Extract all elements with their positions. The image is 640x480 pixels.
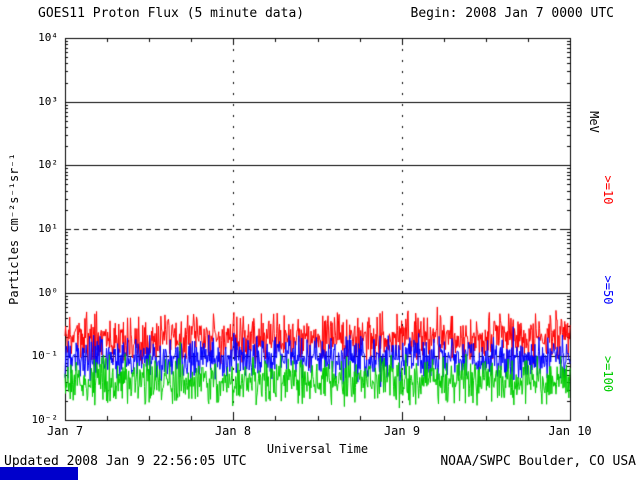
x-tick-label: Jan 9 <box>383 424 421 438</box>
y-tick-label: 10⁰ <box>38 286 58 299</box>
series-label-ge100: >=100 <box>601 355 615 393</box>
begin-time-label: Begin: 2008 Jan 7 0000 UTC <box>410 6 615 21</box>
corner-blue-bar <box>0 467 78 480</box>
updated-timestamp: Updated 2008 Jan 9 22:56:05 UTC <box>4 454 247 469</box>
series-label-ge50: >=50 <box>601 275 615 305</box>
y-tick-label: 10² <box>38 158 58 171</box>
right-axis-unit-label: MeV <box>587 111 601 133</box>
y-tick-label: 10¹ <box>38 222 58 235</box>
x-tick-label: Jan 10 <box>548 424 592 438</box>
source-credit: NOAA/SWPC Boulder, CO USA <box>440 454 636 469</box>
chart-title: GOES11 Proton Flux (5 minute data) <box>38 6 305 21</box>
y-tick-label: 10³ <box>38 95 58 108</box>
x-axis-label: Universal Time <box>266 442 369 456</box>
y-axis-label: Particles cm⁻²s⁻¹sr⁻¹ <box>7 153 21 305</box>
y-tick-label: 10⁻¹ <box>31 349 59 362</box>
y-tick-label: 10⁴ <box>38 31 58 44</box>
x-tick-label: Jan 8 <box>214 424 252 438</box>
series-label-ge10: >=10 <box>601 175 615 205</box>
x-tick-label: Jan 7 <box>46 424 84 438</box>
y-tick-label: 10⁻² <box>31 413 59 426</box>
